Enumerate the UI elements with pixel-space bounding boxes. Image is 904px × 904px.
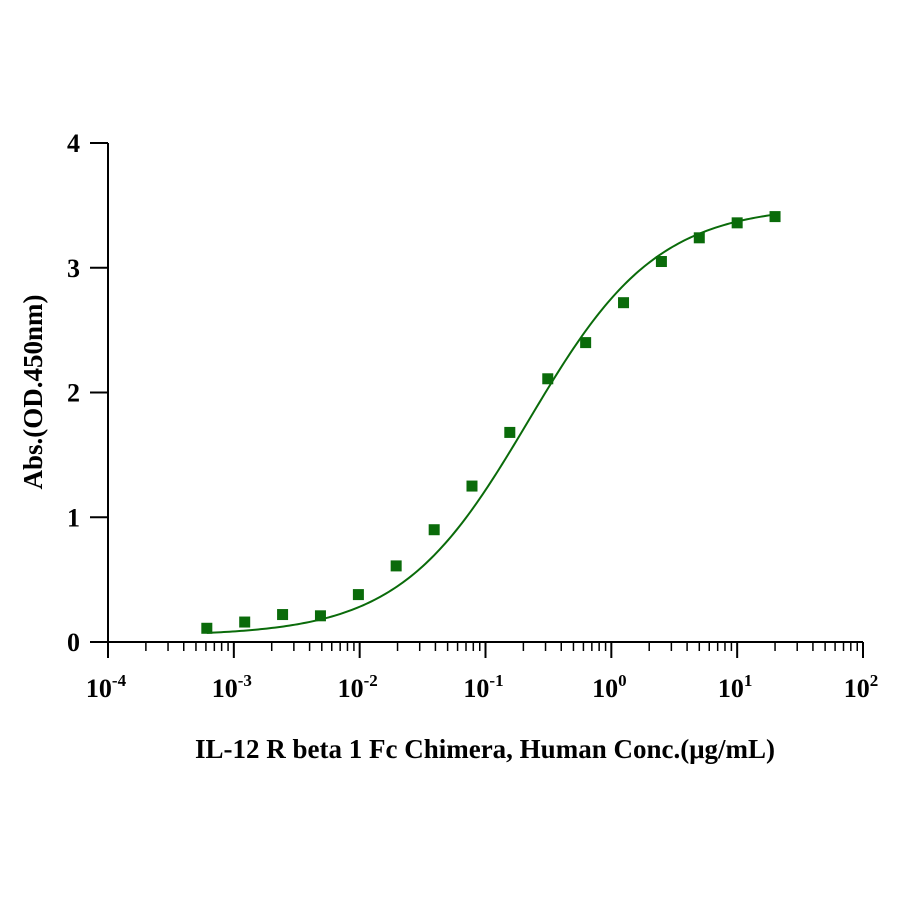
data-point <box>277 609 289 621</box>
y-ticks: 0 1 2 3 4 <box>67 129 108 657</box>
x-ticks: 10-4 10-3 10-2 10-1 100 101 102 <box>86 642 878 703</box>
data-point <box>314 610 326 622</box>
data-point <box>731 217 743 229</box>
data-point <box>390 560 402 572</box>
x-tick-label: 102 <box>844 671 879 703</box>
data-point <box>352 589 364 601</box>
data-point <box>466 480 478 492</box>
x-tick-label: 10-2 <box>338 671 378 703</box>
x-axis-title: IL-12 R beta 1 Fc Chimera, Human Conc.(μ… <box>195 734 775 764</box>
data-point <box>769 211 781 223</box>
y-tick-label: 4 <box>67 129 80 158</box>
data-points <box>201 211 781 634</box>
x-tick-label: 10-4 <box>86 671 127 703</box>
fit-curve <box>206 213 776 634</box>
x-tick-label: 10-1 <box>463 671 503 703</box>
x-tick-label: 10-3 <box>212 671 252 703</box>
y-tick-label: 3 <box>67 254 80 283</box>
data-point <box>504 426 516 438</box>
data-point <box>428 524 440 536</box>
y-axis-title: Abs.(OD.450nm) <box>18 294 48 489</box>
y-tick-label: 2 <box>67 379 80 408</box>
data-point <box>618 297 630 309</box>
data-point <box>580 337 592 349</box>
x-tick-label: 100 <box>592 671 627 703</box>
y-tick-label: 0 <box>67 628 80 657</box>
x-tick-label: 101 <box>718 671 753 703</box>
data-point <box>655 256 667 268</box>
data-point <box>542 373 554 385</box>
data-point <box>239 616 251 628</box>
data-point <box>201 622 213 634</box>
data-point <box>693 232 705 244</box>
y-tick-label: 1 <box>67 503 80 532</box>
